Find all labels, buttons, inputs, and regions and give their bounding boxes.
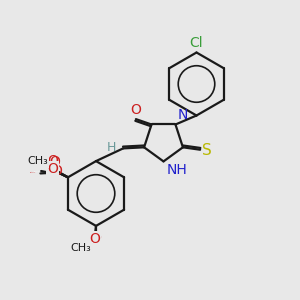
Text: methoxy: methoxy bbox=[37, 163, 43, 164]
Text: O: O bbox=[89, 232, 100, 246]
Text: O: O bbox=[47, 154, 58, 168]
Text: methoxy: methoxy bbox=[34, 170, 40, 172]
Text: S: S bbox=[202, 143, 212, 158]
Text: O: O bbox=[47, 162, 58, 176]
Text: Cl: Cl bbox=[190, 36, 203, 50]
Text: H: H bbox=[107, 141, 116, 154]
Text: N: N bbox=[178, 108, 188, 122]
Text: O: O bbox=[130, 103, 141, 117]
Text: O: O bbox=[50, 155, 61, 169]
Text: O: O bbox=[51, 164, 62, 178]
Text: NH: NH bbox=[167, 163, 187, 177]
Text: CH₃: CH₃ bbox=[70, 243, 92, 254]
Text: methoxy: methoxy bbox=[30, 172, 36, 173]
Text: O: O bbox=[91, 232, 101, 245]
Text: methoxy4: methoxy4 bbox=[77, 248, 84, 250]
Text: CH₃: CH₃ bbox=[27, 156, 48, 167]
